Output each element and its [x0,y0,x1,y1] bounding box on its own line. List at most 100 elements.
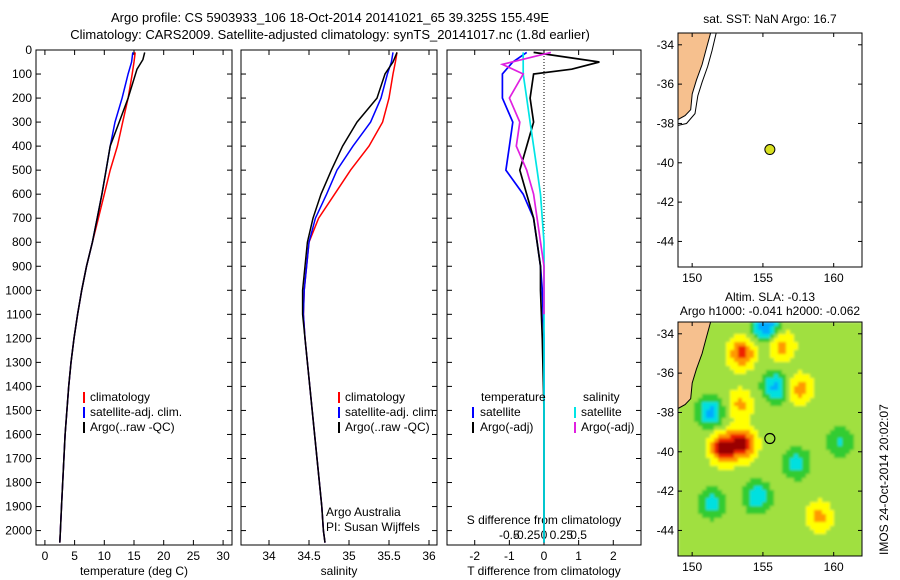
sla-map-cell [822,534,827,539]
sla-map-cell [734,462,739,467]
sla-map-cell [806,498,811,503]
sla-map-cell [746,374,751,379]
sla-map-cell [734,450,739,455]
sla-map-cell [826,482,831,487]
sla-map-cell [758,550,763,555]
sla-map-cell [858,446,862,451]
sla-map-cell [750,362,755,367]
sla-map-cell [802,362,807,367]
sla-map-cell [850,502,855,507]
sla-map-cell [754,554,759,556]
sla-map-cell [786,330,791,335]
sla-map-cell [746,546,751,551]
sla-map-cell [714,474,719,479]
sla-map-cell [774,474,779,479]
sla-map-cell [734,382,739,387]
sla-map-cell [718,478,723,483]
sla-map-cell [770,462,775,467]
sla-map-cell [754,530,759,535]
sla-map-cell [770,498,775,503]
sla-map-cell [690,402,695,407]
sla-map-cell [722,362,727,367]
sla-map-cell [734,434,739,439]
sla-map-cell [826,494,831,499]
sla-map-cell [690,394,695,399]
temperature-ytick-label: 0 [25,43,32,57]
sla-map-cell [722,342,727,347]
sla-map-cell [802,550,807,555]
sla-map-cell [782,458,787,463]
sla-map-cell [770,430,775,435]
sla-map-cell [786,530,791,535]
sla-map-cell [834,522,839,527]
sla-map-cell [790,410,795,415]
sla-map-cell [826,514,831,519]
sla-map-cell [822,550,827,555]
sla-map-cell [758,442,763,447]
sla-map-cell [690,482,695,487]
sla-map-cell [834,450,839,455]
sla-map-cell [810,350,815,355]
sla-map-cell [778,462,783,467]
difference-s-tick-label: -0.5 [499,528,520,542]
sla-map-cell [726,462,731,467]
sla-map-cell [806,370,811,375]
sla-map-cell [842,458,847,463]
sla-map-cell [738,386,743,391]
sla-map-cell [770,482,775,487]
sla-map-cell [694,418,699,423]
sla-map-cell [782,330,787,335]
sla-map-cell [778,426,783,431]
sla-map-cell [854,326,859,331]
sla-map-cell [734,330,739,335]
sla-map-cell [802,474,807,479]
sla-map-cell [762,490,767,495]
sla-map-cell [850,326,855,331]
sla-map-cell [838,410,843,415]
sla-map-cell [746,530,751,535]
sla-map-cell [794,358,799,363]
sla-map-cell [838,390,843,395]
sla-map-cell [710,522,715,527]
sla-map-cell [718,450,723,455]
sla-map-cell [822,334,827,339]
sla-map-cell [822,426,827,431]
sla-map-cell [746,494,751,499]
sla-map-cell [858,486,862,491]
sla-map-cell [850,450,855,455]
sla-map-cell [726,358,731,363]
sla-map-cell [814,402,819,407]
sla-map-cell [842,506,847,511]
sla-map-cell [834,482,839,487]
sla-map-cell [854,550,859,555]
sla-map-cell [794,398,799,403]
sla-map-cell [706,530,711,535]
sla-map-cell [786,402,791,407]
sla-map-cell [738,454,743,459]
sla-map-cell [770,398,775,403]
sla-map-cell [846,454,851,459]
sla-map-cell [778,498,783,503]
sla-map-cell [702,482,707,487]
sla-map-cell [842,342,847,347]
sla-map-cell [806,462,811,467]
sla-map-cell [682,438,687,443]
sla-map-cell [754,378,759,383]
sla-map-cell [850,394,855,399]
sla-map-cell [746,486,751,491]
sla-map-cell [738,470,743,475]
sla-map-cell [830,358,835,363]
sla-map-cell [682,486,687,491]
sla-map-cell [810,526,815,531]
sla-map-cell [774,398,779,403]
sla-map-cell [754,522,759,527]
sla-map-cell [834,434,839,439]
sla-map-cell [834,366,839,371]
sla-map-cell [766,322,771,327]
sla-map-cell [770,358,775,363]
sla-map-cell [818,358,823,363]
sla-map-cell [678,494,683,499]
sla-map-cell [682,530,687,535]
sla-map-cell [678,526,683,531]
sla-map-cell [806,430,811,435]
